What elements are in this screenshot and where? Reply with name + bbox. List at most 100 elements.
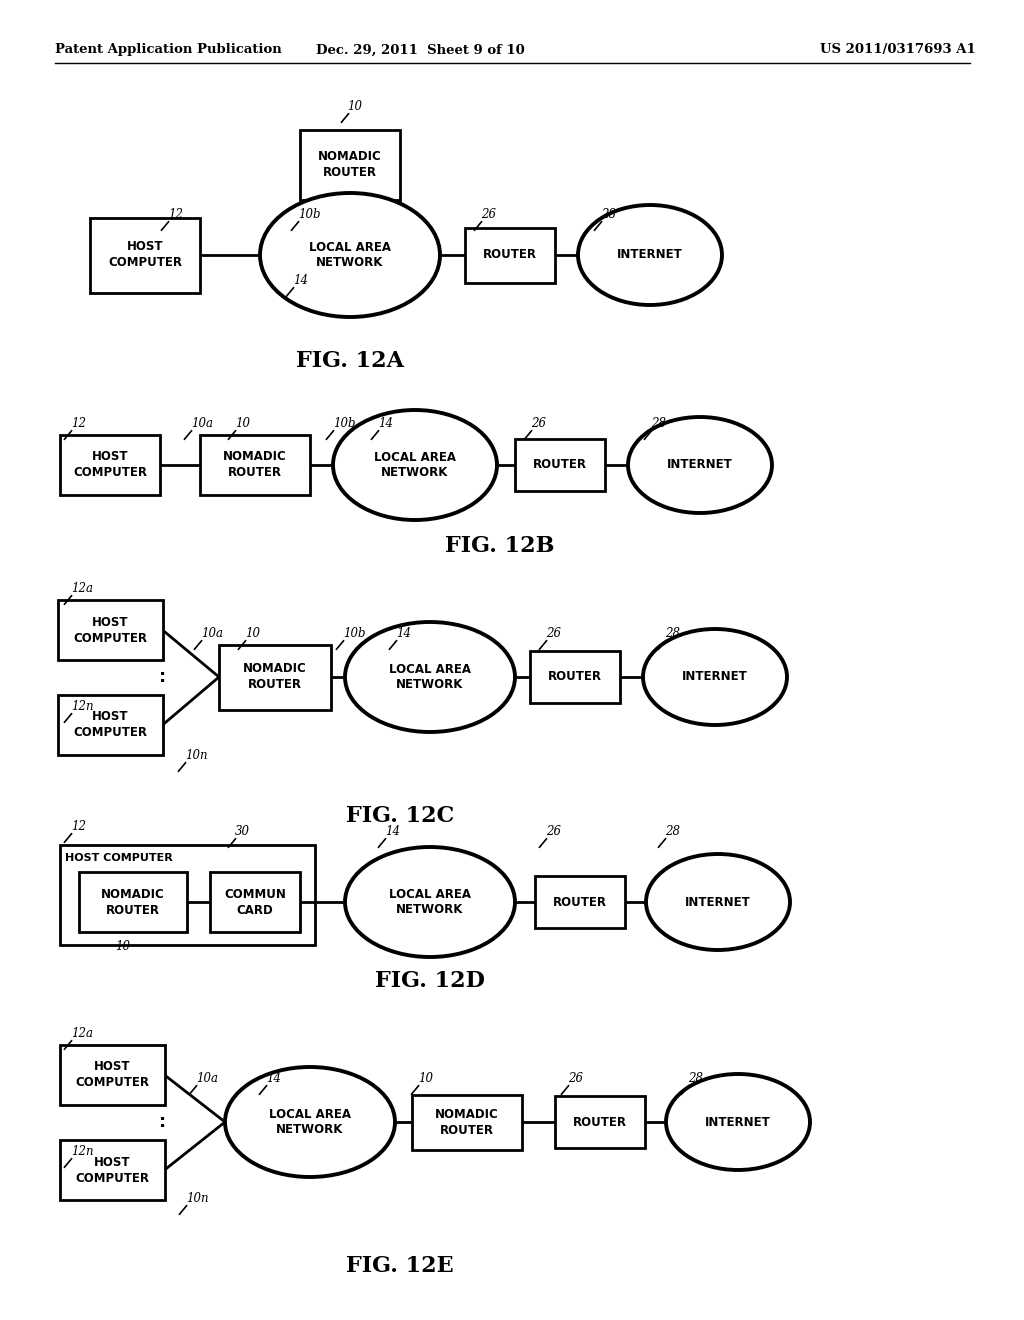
Text: FIG. 12D: FIG. 12D bbox=[375, 970, 485, 993]
Text: HOST
COMPUTER: HOST COMPUTER bbox=[73, 710, 147, 739]
Text: 10n: 10n bbox=[185, 748, 208, 762]
Text: 10b: 10b bbox=[333, 417, 355, 430]
Ellipse shape bbox=[628, 417, 772, 513]
Text: Dec. 29, 2011  Sheet 9 of 10: Dec. 29, 2011 Sheet 9 of 10 bbox=[315, 44, 524, 57]
Text: 10: 10 bbox=[347, 100, 362, 114]
Text: 10: 10 bbox=[115, 940, 130, 953]
FancyBboxPatch shape bbox=[60, 845, 315, 945]
Text: 10b: 10b bbox=[298, 209, 321, 220]
Text: HOST
COMPUTER: HOST COMPUTER bbox=[73, 450, 147, 479]
FancyBboxPatch shape bbox=[555, 1096, 645, 1148]
FancyBboxPatch shape bbox=[515, 440, 605, 491]
Text: HOST COMPUTER: HOST COMPUTER bbox=[65, 853, 173, 863]
Ellipse shape bbox=[345, 847, 515, 957]
Text: FIG. 12B: FIG. 12B bbox=[445, 535, 555, 557]
Text: NOMADIC
ROUTER: NOMADIC ROUTER bbox=[223, 450, 287, 479]
Text: 14: 14 bbox=[396, 627, 411, 640]
Text: 12n: 12n bbox=[71, 700, 93, 713]
Text: NOMADIC
ROUTER: NOMADIC ROUTER bbox=[101, 887, 165, 916]
Text: 12: 12 bbox=[71, 417, 86, 430]
Text: :: : bbox=[160, 668, 167, 686]
Text: 14: 14 bbox=[293, 275, 308, 286]
Text: 28: 28 bbox=[665, 825, 680, 838]
Text: INTERNET: INTERNET bbox=[682, 671, 748, 684]
Ellipse shape bbox=[225, 1067, 395, 1177]
FancyBboxPatch shape bbox=[465, 227, 555, 282]
FancyBboxPatch shape bbox=[535, 876, 625, 928]
Text: 10a: 10a bbox=[196, 1072, 218, 1085]
FancyBboxPatch shape bbox=[59, 1045, 165, 1105]
Text: INTERNET: INTERNET bbox=[667, 458, 733, 471]
Text: HOST
COMPUTER: HOST COMPUTER bbox=[75, 1155, 150, 1184]
Text: 26: 26 bbox=[481, 209, 496, 220]
Text: 26: 26 bbox=[531, 417, 546, 430]
Text: 12a: 12a bbox=[71, 582, 93, 595]
Text: 26: 26 bbox=[546, 627, 561, 640]
Text: 10a: 10a bbox=[201, 627, 223, 640]
Text: 14: 14 bbox=[266, 1072, 281, 1085]
Text: ROUTER: ROUTER bbox=[534, 458, 587, 471]
FancyBboxPatch shape bbox=[57, 601, 163, 660]
Text: INTERNET: INTERNET bbox=[706, 1115, 771, 1129]
Text: 10b: 10b bbox=[343, 627, 366, 640]
Text: :: : bbox=[160, 1113, 167, 1131]
FancyBboxPatch shape bbox=[79, 873, 187, 932]
Ellipse shape bbox=[345, 622, 515, 733]
Text: INTERNET: INTERNET bbox=[685, 895, 751, 908]
Text: 28: 28 bbox=[665, 627, 680, 640]
Text: NOMADIC
ROUTER: NOMADIC ROUTER bbox=[243, 663, 307, 692]
Text: 10: 10 bbox=[418, 1072, 433, 1085]
FancyBboxPatch shape bbox=[300, 129, 400, 201]
Text: LOCAL AREA
NETWORK: LOCAL AREA NETWORK bbox=[389, 663, 471, 690]
Text: 14: 14 bbox=[385, 825, 400, 838]
Text: 10a: 10a bbox=[191, 417, 213, 430]
FancyBboxPatch shape bbox=[57, 696, 163, 755]
Text: 28: 28 bbox=[601, 209, 616, 220]
Text: ROUTER: ROUTER bbox=[573, 1115, 627, 1129]
Ellipse shape bbox=[333, 411, 497, 520]
Ellipse shape bbox=[260, 193, 440, 317]
Text: LOCAL AREA
NETWORK: LOCAL AREA NETWORK bbox=[389, 888, 471, 916]
Text: 30: 30 bbox=[234, 825, 250, 838]
Text: Patent Application Publication: Patent Application Publication bbox=[55, 44, 282, 57]
Text: ROUTER: ROUTER bbox=[548, 671, 602, 684]
Text: LOCAL AREA
NETWORK: LOCAL AREA NETWORK bbox=[269, 1107, 351, 1137]
Text: 12n: 12n bbox=[71, 1144, 93, 1158]
Text: FIG. 12E: FIG. 12E bbox=[346, 1255, 454, 1276]
Ellipse shape bbox=[578, 205, 722, 305]
Text: ROUTER: ROUTER bbox=[553, 895, 607, 908]
Text: NOMADIC
ROUTER: NOMADIC ROUTER bbox=[435, 1107, 499, 1137]
Text: LOCAL AREA
NETWORK: LOCAL AREA NETWORK bbox=[309, 242, 391, 269]
Text: 10n: 10n bbox=[186, 1192, 209, 1205]
Text: US 2011/0317693 A1: US 2011/0317693 A1 bbox=[820, 44, 976, 57]
FancyBboxPatch shape bbox=[412, 1094, 522, 1150]
FancyBboxPatch shape bbox=[60, 436, 160, 495]
Ellipse shape bbox=[646, 854, 790, 950]
Text: HOST
COMPUTER: HOST COMPUTER bbox=[108, 240, 182, 269]
Text: 12: 12 bbox=[71, 820, 86, 833]
Text: 12: 12 bbox=[168, 209, 183, 220]
FancyBboxPatch shape bbox=[210, 873, 300, 932]
Ellipse shape bbox=[643, 630, 787, 725]
Text: 14: 14 bbox=[378, 417, 393, 430]
Text: HOST
COMPUTER: HOST COMPUTER bbox=[75, 1060, 150, 1089]
FancyBboxPatch shape bbox=[59, 1140, 165, 1200]
Text: HOST
COMPUTER: HOST COMPUTER bbox=[73, 615, 147, 644]
Text: 10: 10 bbox=[234, 417, 250, 430]
Text: FIG. 12C: FIG. 12C bbox=[346, 805, 454, 828]
Text: INTERNET: INTERNET bbox=[617, 248, 683, 261]
FancyBboxPatch shape bbox=[219, 644, 331, 710]
Text: COMMUN
CARD: COMMUN CARD bbox=[224, 887, 286, 916]
Text: 10: 10 bbox=[245, 627, 260, 640]
Text: 28: 28 bbox=[651, 417, 666, 430]
FancyBboxPatch shape bbox=[200, 436, 310, 495]
Text: NOMADIC
ROUTER: NOMADIC ROUTER bbox=[318, 150, 382, 180]
Text: 28: 28 bbox=[688, 1072, 703, 1085]
Text: 26: 26 bbox=[546, 825, 561, 838]
Text: FIG. 12A: FIG. 12A bbox=[296, 350, 404, 372]
Text: 26: 26 bbox=[568, 1072, 583, 1085]
Text: LOCAL AREA
NETWORK: LOCAL AREA NETWORK bbox=[374, 451, 456, 479]
Ellipse shape bbox=[666, 1074, 810, 1170]
Text: ROUTER: ROUTER bbox=[483, 248, 537, 261]
Text: 12a: 12a bbox=[71, 1027, 93, 1040]
